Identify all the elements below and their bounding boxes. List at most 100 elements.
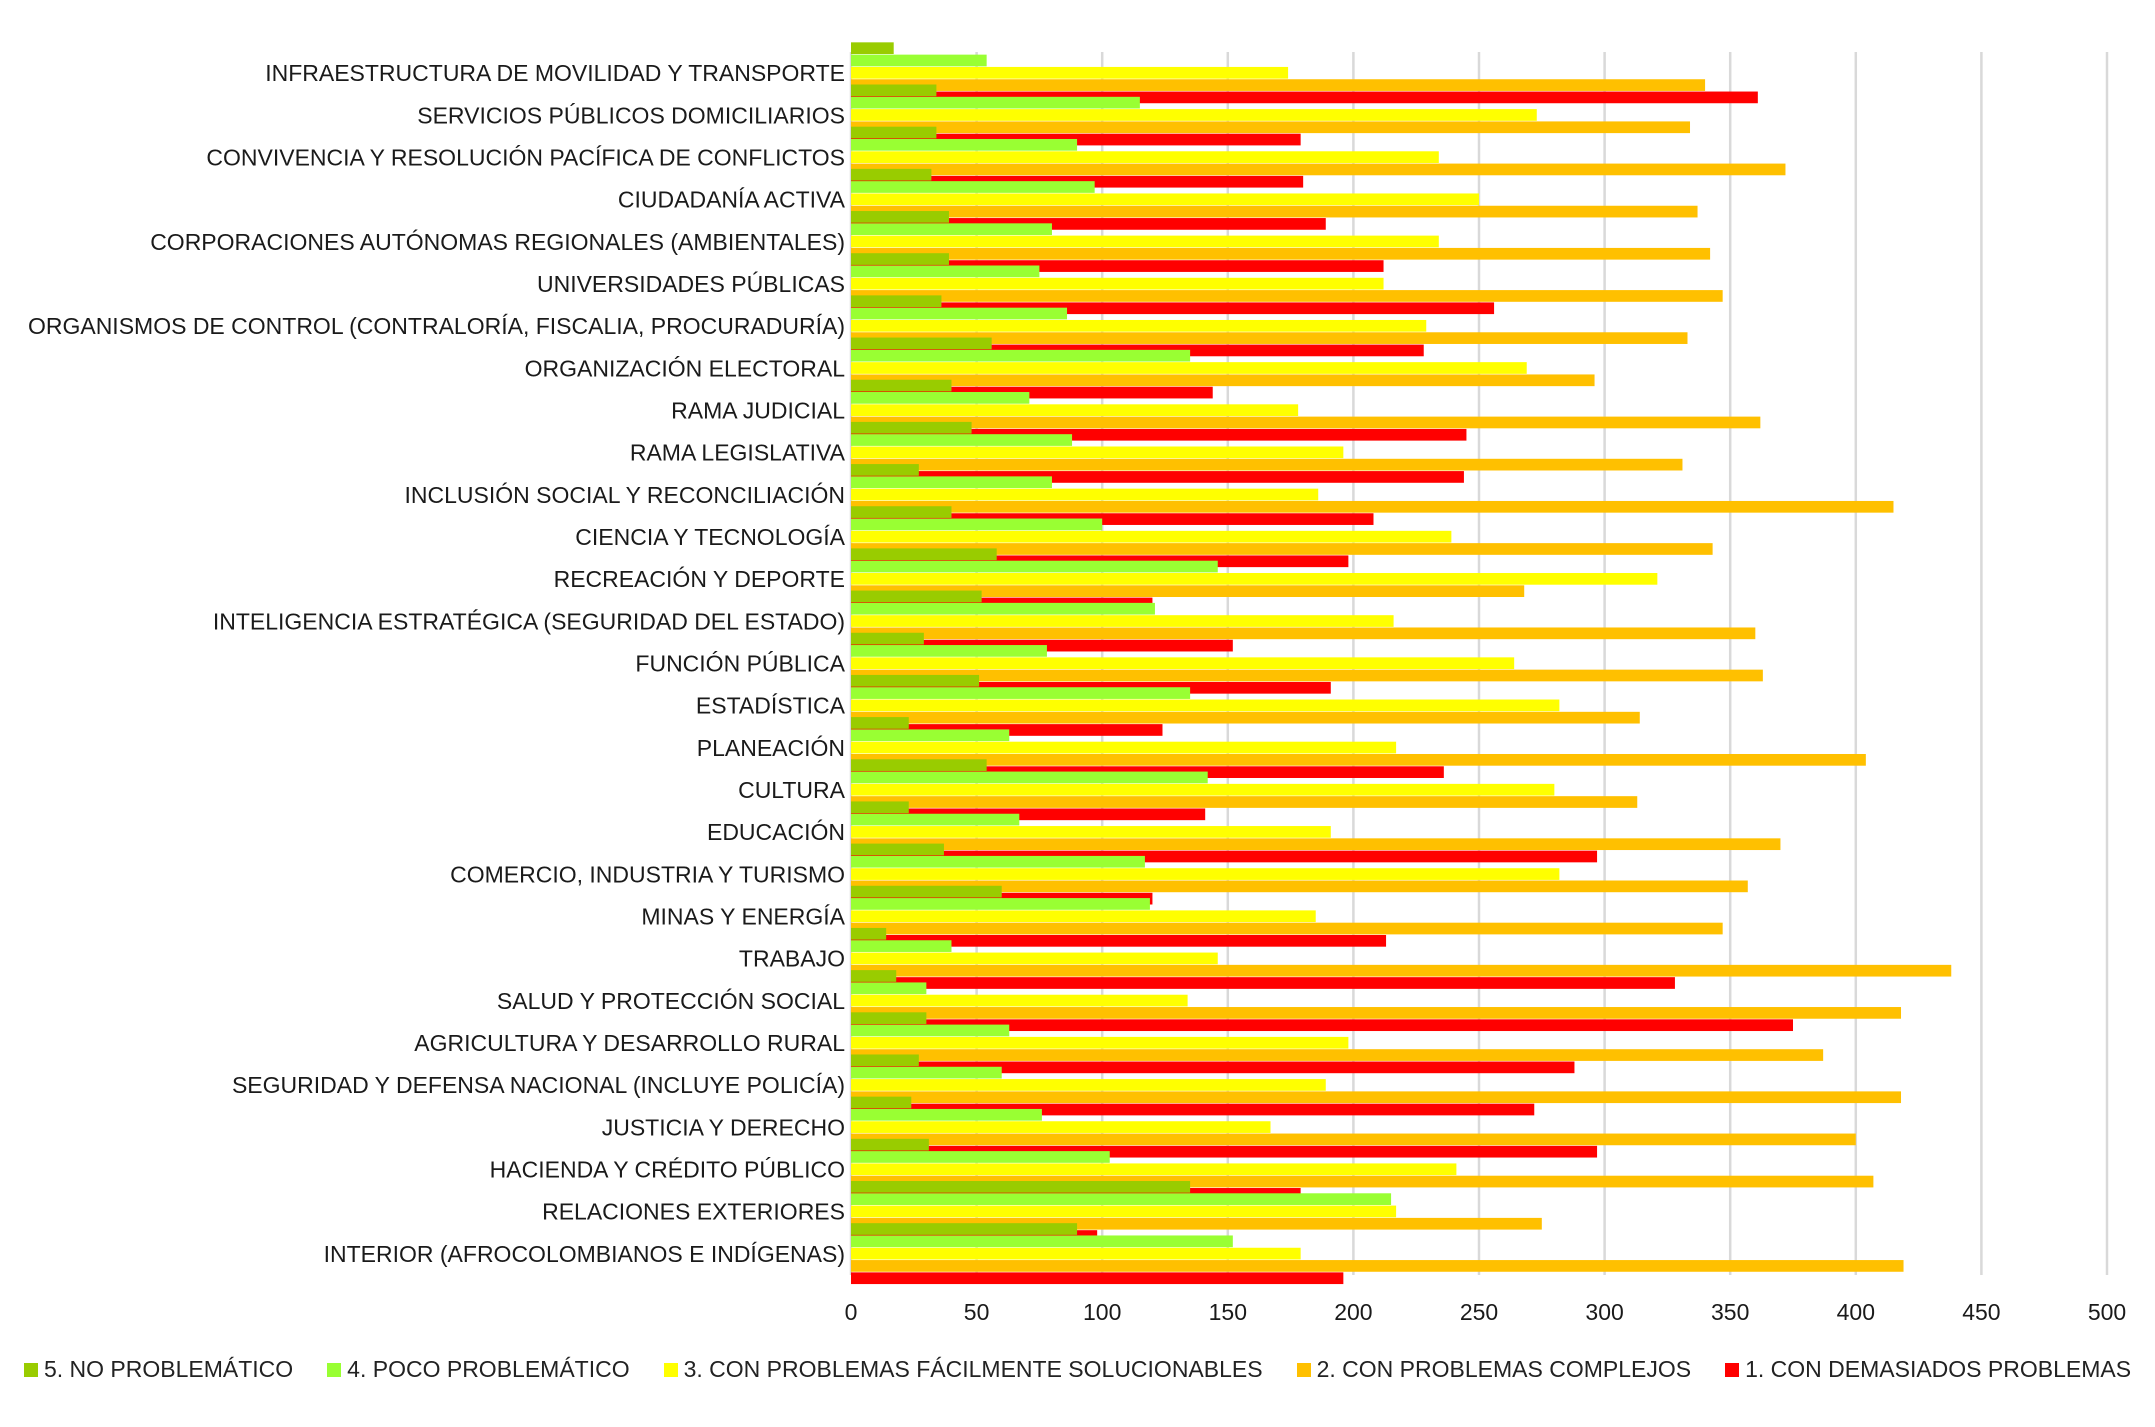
bar — [851, 934, 1387, 947]
bar — [851, 260, 1384, 272]
legend-item: 5. NO PROBLEMÁTICO — [23, 1356, 294, 1383]
bar — [851, 66, 1289, 79]
bar — [851, 1151, 1110, 1163]
bar — [851, 1103, 1535, 1116]
x-tick-label: 150 — [1209, 1299, 1247, 1325]
x-tick-label: 100 — [1083, 1299, 1121, 1325]
bar — [851, 386, 1213, 399]
bar — [851, 223, 1052, 236]
bar — [851, 319, 1427, 332]
bar — [851, 850, 1598, 863]
bar — [851, 235, 1439, 248]
bar — [851, 168, 932, 181]
bar — [851, 627, 1756, 640]
bar — [851, 307, 1068, 320]
bar — [851, 783, 1555, 796]
bar — [851, 717, 909, 729]
category-label: HACIENDA Y CRÉDITO PÚBLICO — [490, 1157, 845, 1183]
legend-item: 4. POCO PROBLEMÁTICO — [327, 1356, 630, 1383]
category-label: ORGANISMOS DE CONTROL (CONTRALORÍA, FISC… — [28, 313, 845, 339]
bar — [851, 476, 1052, 489]
bar — [851, 91, 1758, 104]
bar — [851, 674, 980, 687]
category-label: PLANEACIÓN — [697, 735, 845, 761]
bar — [851, 560, 1218, 573]
bar — [851, 1121, 1271, 1133]
bar — [851, 1024, 1010, 1037]
x-tick-label: 450 — [1962, 1299, 2000, 1325]
bar — [851, 42, 894, 55]
category-label: TRABAJO — [739, 946, 845, 972]
category-label: RAMA JUDICIAL — [671, 397, 845, 423]
bar — [851, 1205, 1397, 1218]
bar — [851, 1036, 1349, 1049]
bar — [851, 759, 987, 771]
legend-swatch — [327, 1362, 342, 1377]
bar — [851, 1091, 1902, 1104]
bar — [851, 96, 1140, 109]
x-tick-label: 0 — [845, 1299, 858, 1325]
bar — [851, 84, 937, 97]
category-labels: INFRAESTRUCTURA DE MOVILIDAD Y TRANSPORT… — [28, 60, 846, 1267]
bar — [851, 295, 942, 308]
bar — [851, 1079, 1326, 1091]
bar — [851, 181, 1095, 193]
bar — [851, 543, 1713, 555]
bar — [851, 927, 887, 940]
bar — [851, 940, 952, 952]
bar — [851, 404, 1299, 417]
bar — [851, 428, 1467, 441]
bar — [851, 796, 1638, 808]
bar — [851, 1108, 1042, 1121]
category-label: SEGURIDAD Y DEFENSA NACIONAL (INCLUYE PO… — [232, 1072, 845, 1098]
category-label: CIUDADANÍA ACTIVA — [618, 187, 846, 213]
bar-chart: INFRAESTRUCTURA DE MOVILIDAD Y TRANSPORT… — [28, 42, 2127, 1325]
bar — [851, 711, 1640, 724]
legend-item: 3. CON PROBLEMAS FÁCILMENTE SOLUCIONABLE… — [663, 1356, 1263, 1383]
legend: 5. NO PROBLEMÁTICO 4. POCO PROBLEMÁTICO 3.… — [0, 1356, 2155, 1383]
bar — [851, 590, 982, 603]
bar — [851, 982, 927, 995]
bar — [851, 1096, 912, 1109]
bar — [851, 699, 1560, 712]
category-label: RAMA LEGISLATIVA — [630, 440, 846, 466]
category-label: SALUD Y PROTECCIÓN SOCIAL — [497, 988, 845, 1014]
bar — [851, 121, 1691, 134]
bar — [851, 54, 987, 67]
bar — [851, 1049, 1824, 1061]
x-axis-tick-labels: 0 50 100 150 200 250 300 350 400 450 500 — [845, 1299, 2127, 1325]
legend-label: 5. NO PROBLEMÁTICO — [43, 1356, 294, 1382]
bar — [851, 218, 1326, 230]
bar — [851, 374, 1595, 387]
bar — [851, 211, 949, 223]
bar — [851, 868, 1560, 880]
bar — [851, 898, 1150, 910]
bar — [851, 362, 1527, 374]
bar — [851, 302, 1495, 315]
bar — [851, 416, 1761, 429]
bar — [851, 1145, 1598, 1158]
bar — [851, 464, 919, 476]
bar — [851, 615, 1394, 627]
bar — [851, 290, 1723, 302]
bar — [851, 1163, 1457, 1176]
bar — [851, 530, 1452, 543]
bar — [851, 855, 1145, 868]
bar — [851, 518, 1103, 531]
category-label: CORPORACIONES AUTÓNOMAS REGIONALES (AMBI… — [150, 229, 845, 255]
legend-item: 1. CON DEMASIADOS PROBLEMAS — [1725, 1356, 2131, 1383]
bar — [851, 265, 1040, 278]
x-tick-label: 350 — [1711, 1299, 1749, 1325]
category-label: RELACIONES EXTERIORES — [542, 1199, 845, 1225]
x-tick-label: 50 — [964, 1299, 990, 1325]
bar — [851, 253, 949, 265]
bar — [851, 922, 1723, 935]
legend-swatch — [23, 1362, 38, 1377]
bar — [851, 910, 1316, 923]
bar — [851, 585, 1525, 598]
bar — [851, 1272, 1344, 1285]
category-label: AGRICULTURA Y DESARROLLO RURAL — [414, 1030, 845, 1056]
bar — [851, 645, 1047, 657]
category-label: INTERIOR (AFROCOLOMBIANOS E INDÍGENAS) — [324, 1241, 845, 1267]
legend-swatch — [1725, 1362, 1740, 1377]
